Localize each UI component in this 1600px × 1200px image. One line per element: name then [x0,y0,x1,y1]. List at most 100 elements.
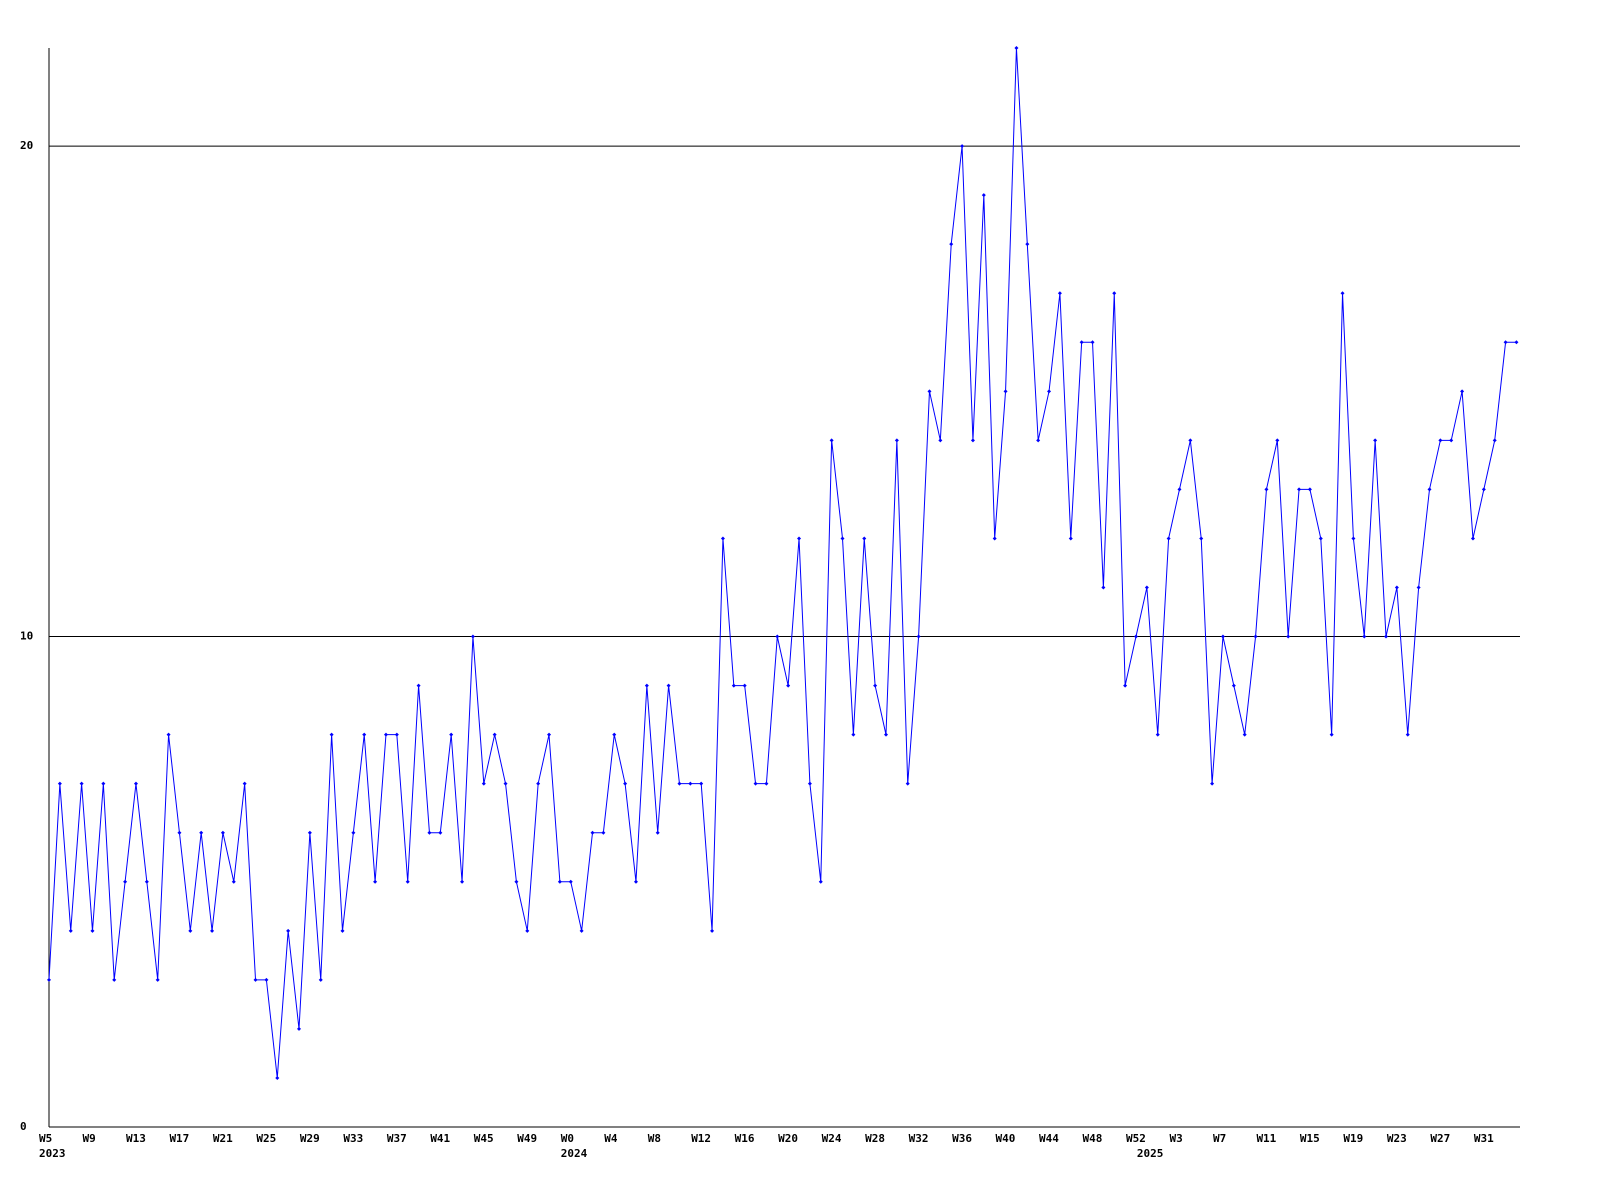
point-marker [351,830,356,835]
point-marker [1036,438,1041,443]
point-marker [883,732,888,737]
point-marker [938,438,943,443]
point-marker [992,536,997,541]
point-marker [1416,585,1421,590]
point-marker [1144,585,1149,590]
point-marker [981,193,986,198]
point-marker [807,781,812,786]
point-marker [1307,487,1312,492]
year-label: 2024 [561,1147,588,1160]
x-tick-label: W13 [126,1132,146,1145]
point-marker [1362,634,1367,639]
point-marker [1199,536,1204,541]
y-tick-label: 10 [20,630,33,643]
point-marker [786,683,791,688]
point-marker [199,830,204,835]
point-marker [383,732,388,737]
x-tick-label: W28 [865,1132,885,1145]
point-marker [144,879,149,884]
point-marker [373,879,378,884]
x-tick-label: W32 [909,1132,929,1145]
x-tick-label: W45 [474,1132,494,1145]
point-marker [1384,634,1389,639]
point-marker [470,634,475,639]
point-marker [210,928,215,933]
point-marker [536,781,541,786]
point-marker [133,781,138,786]
point-marker [1166,536,1171,541]
point-marker [1057,291,1062,296]
point-marker [297,1026,302,1031]
point-marker [1438,438,1443,443]
point-marker [851,732,856,737]
point-marker [1253,634,1258,639]
point-marker [514,879,519,884]
point-marker [264,977,269,982]
x-tick-label: W4 [604,1132,618,1145]
point-marker [307,830,312,835]
x-tick-label: W33 [343,1132,363,1145]
point-marker [460,879,465,884]
point-marker [557,879,562,884]
point-marker [829,438,834,443]
point-marker [449,732,454,737]
point-marker [416,683,421,688]
point-marker [1514,340,1519,345]
point-marker [481,781,486,786]
point-marker [1503,340,1508,345]
point-marker [818,879,823,884]
point-marker [1264,487,1269,492]
point-marker [318,977,323,982]
point-marker [1155,732,1160,737]
point-marker [1242,732,1247,737]
point-marker [894,438,899,443]
point-marker [1177,487,1182,492]
point-marker [623,781,628,786]
point-marker [155,977,160,982]
x-tick-label: W8 [648,1132,661,1145]
point-marker [1090,340,1095,345]
point-marker [1112,291,1117,296]
point-marker [655,830,660,835]
point-marker [57,781,62,786]
point-marker [90,928,95,933]
point-marker [1286,634,1291,639]
point-marker [503,781,508,786]
point-marker [1068,536,1073,541]
point-marker [362,732,367,737]
x-tick-label: W3 [1169,1132,1182,1145]
point-marker [1003,389,1008,394]
point-marker [492,732,497,737]
point-marker [731,683,736,688]
point-marker [1460,389,1465,394]
point-marker [753,781,758,786]
point-marker [79,781,84,786]
point-marker [253,977,258,982]
point-marker [633,879,638,884]
point-marker [525,928,530,933]
point-marker [949,242,954,247]
x-tick-label: W41 [430,1132,450,1145]
year-label: 2023 [39,1147,66,1160]
x-tick-label: W52 [1126,1132,1146,1145]
point-marker [1470,536,1475,541]
point-marker [340,928,345,933]
x-tick-label: W15 [1300,1132,1320,1145]
x-tick-label: W31 [1474,1132,1494,1145]
point-marker [720,536,725,541]
point-marker [1134,634,1138,639]
point-marker [1210,781,1215,786]
year-label: 2025 [1137,1147,1164,1160]
point-marker [927,389,932,394]
point-marker [1318,536,1323,541]
point-marker [1220,634,1225,639]
x-tick-label: W0 [561,1132,574,1145]
point-marker [1123,683,1128,688]
point-marker [970,438,975,443]
point-marker [612,732,617,737]
point-marker [644,683,649,688]
point-marker [47,977,51,982]
point-marker [286,928,291,933]
point-marker [1231,683,1236,688]
